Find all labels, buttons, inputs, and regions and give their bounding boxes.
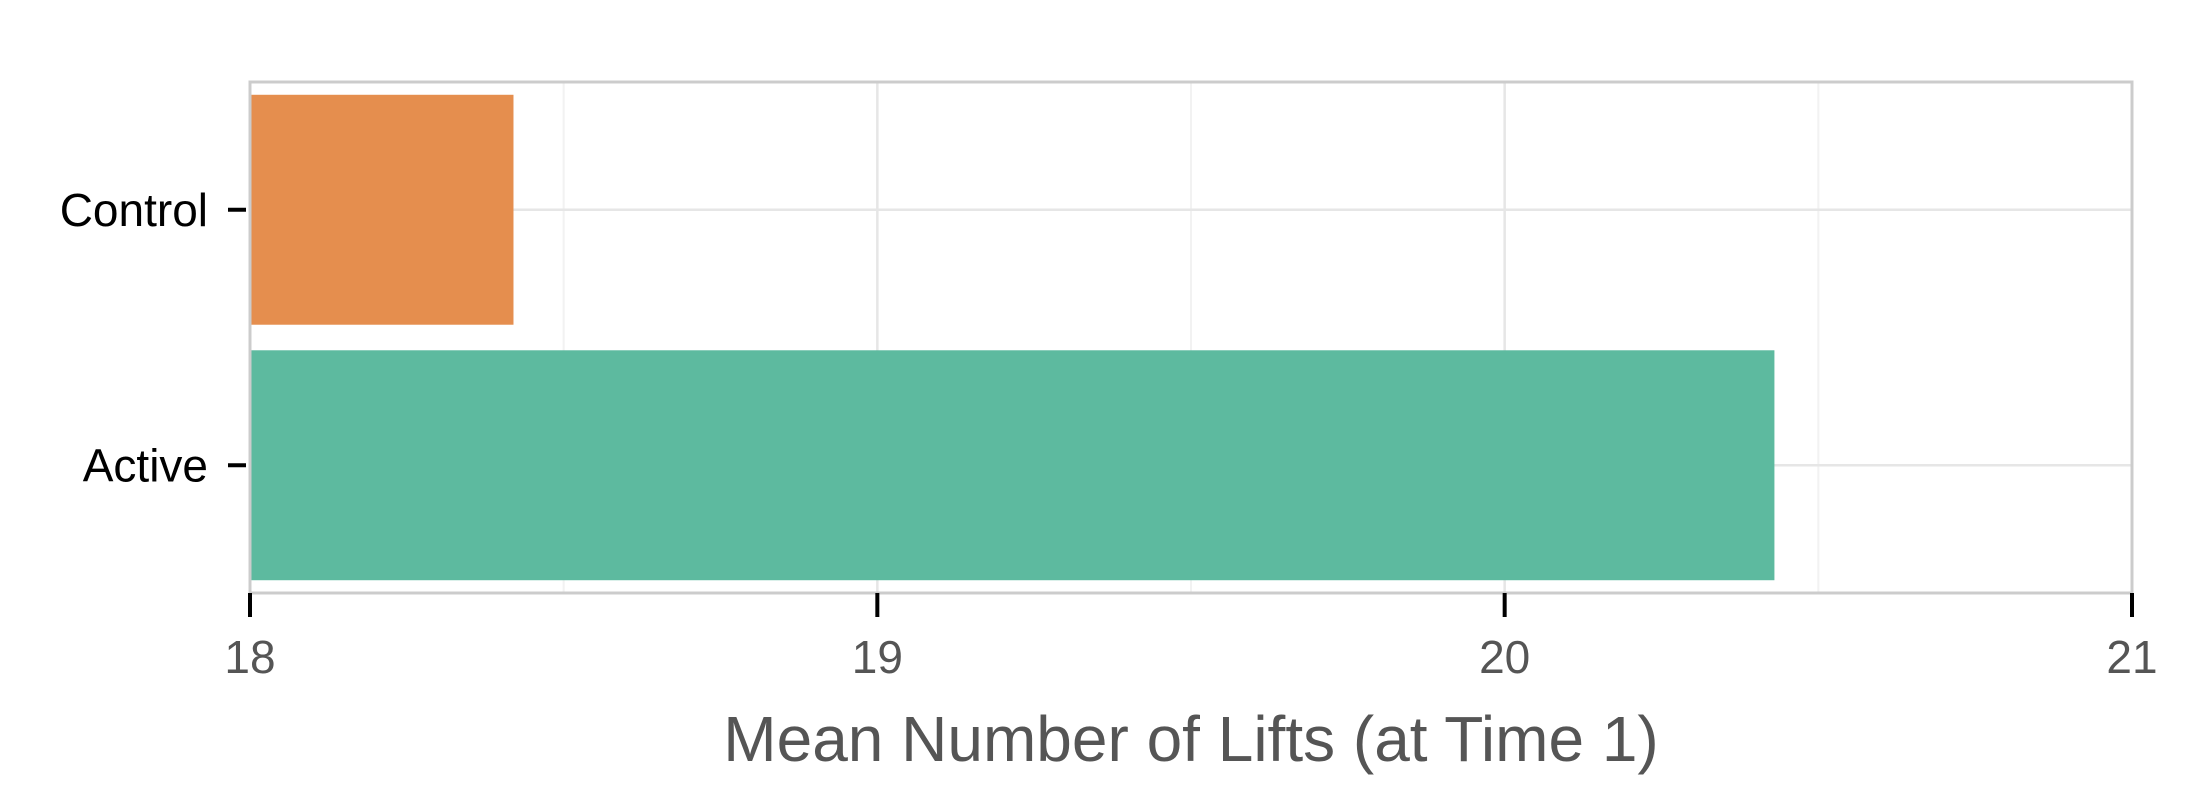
x-tick-label: 18 bbox=[224, 631, 275, 683]
y-axis: Control Active bbox=[60, 184, 246, 491]
x-axis: 18 19 20 21 bbox=[224, 593, 2158, 683]
x-tick-label: 21 bbox=[2106, 631, 2157, 683]
y-tick-label: Active bbox=[83, 439, 208, 491]
x-tick-label: 19 bbox=[852, 631, 903, 683]
bar-control bbox=[250, 94, 514, 325]
x-axis-title: Mean Number of Lifts (at Time 1) bbox=[723, 703, 1658, 775]
bars bbox=[250, 94, 1775, 581]
bar-active bbox=[250, 350, 1775, 581]
y-tick-label: Control bbox=[60, 184, 208, 236]
x-tick-label: 20 bbox=[1479, 631, 1530, 683]
plot-panel-border bbox=[248, 80, 2134, 595]
